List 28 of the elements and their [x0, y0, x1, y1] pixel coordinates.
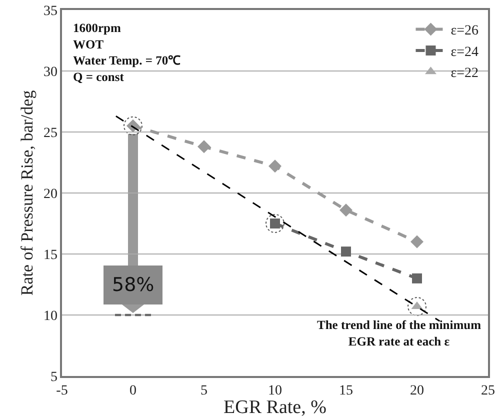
legend-label: ε=22 [450, 66, 479, 82]
x-tick-label: 0 [130, 384, 136, 399]
x-tick-label: 15 [339, 384, 353, 399]
y-axis-title: Rate of Pressure Rise, bar/deg [18, 90, 36, 296]
y-tick-label: 35 [43, 4, 58, 19]
legend-label: ε=24 [450, 44, 479, 60]
point [198, 140, 210, 154]
point [341, 246, 351, 257]
x-axis-title: EGR Rate, % [224, 397, 327, 418]
point [340, 204, 352, 217]
y-tick-label: 15 [43, 248, 58, 263]
y-tick-label: 10 [43, 308, 58, 324]
y-tick-label: 25 [43, 126, 58, 141]
x-tick-label: 5 [200, 384, 208, 399]
y-tick-label: 5 [50, 370, 58, 385]
x-tick-label: 20 [410, 384, 424, 399]
y-tick-label: 20 [43, 186, 58, 202]
annotation: 1600rpm WOT Water Temp. = 70℃ Q = const [73, 21, 182, 84]
annotation: 58% [112, 274, 154, 296]
x-tick-label: -5 [56, 384, 68, 399]
annotation: The trend line of the minimum EGR rate at each ε [317, 318, 482, 348]
point [268, 160, 282, 173]
point [410, 235, 424, 248]
legend-label: ε=26 [450, 24, 479, 39]
point [412, 273, 422, 284]
x-tick-label: 25 [481, 384, 495, 399]
x-tick-label: 10 [268, 384, 282, 399]
y-tick-label: 30 [43, 64, 58, 80]
